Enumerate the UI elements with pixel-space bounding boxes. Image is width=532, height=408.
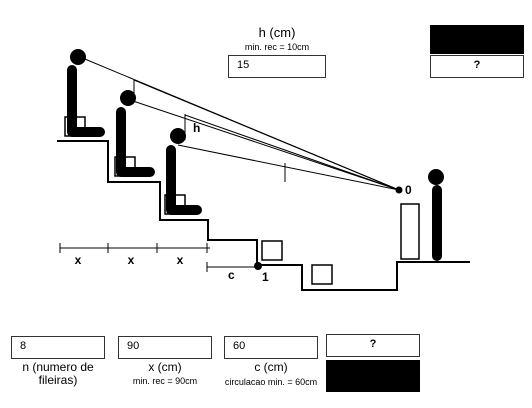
n-input[interactable]: 8 bbox=[11, 336, 105, 359]
h-label: h (cm) bbox=[258, 25, 296, 40]
c-note: circulacao min. = 60cm bbox=[224, 377, 318, 387]
stepped-floor bbox=[57, 140, 470, 291]
sight-line-mid bbox=[129, 99, 400, 191]
label-one: 1 bbox=[262, 270, 269, 284]
x-input[interactable]: 90 bbox=[118, 336, 212, 359]
label-x-1: x bbox=[75, 253, 82, 267]
focal-point-0 bbox=[395, 186, 403, 194]
c-input[interactable]: 60 bbox=[224, 336, 318, 359]
label-zero: 0 bbox=[405, 183, 412, 197]
label-h: h bbox=[193, 121, 200, 135]
c-label: c (cm) bbox=[254, 360, 288, 374]
seated-person-2 bbox=[116, 90, 155, 177]
bottom-result-box: ? bbox=[326, 334, 420, 357]
seat-box-5 bbox=[311, 264, 333, 285]
x-label: x (cm) bbox=[148, 360, 182, 374]
top-result-black-box bbox=[430, 25, 524, 54]
label-x-3: x bbox=[177, 253, 184, 267]
label-x-2: x bbox=[128, 253, 135, 267]
top-result-box: ? bbox=[430, 55, 524, 78]
stage-screen bbox=[400, 203, 420, 260]
h-input[interactable]: 15 bbox=[228, 55, 326, 78]
n-label: n (numero de fileiras) bbox=[22, 360, 94, 387]
sight-line-low bbox=[184, 114, 400, 191]
h-note: min. rec = 10cm bbox=[244, 42, 310, 52]
sight-line-upper bbox=[133, 79, 400, 191]
label-c: c bbox=[228, 268, 235, 282]
x-note: min. rec = 90cm bbox=[132, 376, 198, 386]
sight-line-bottom bbox=[177, 144, 400, 191]
bottom-result-black-box bbox=[326, 360, 420, 392]
seated-person-3 bbox=[166, 128, 202, 215]
x-dimension-line bbox=[59, 243, 210, 253]
standing-person bbox=[428, 169, 444, 261]
c-dimension-line bbox=[206, 262, 258, 272]
seated-person-1 bbox=[67, 49, 105, 137]
seat-box-4 bbox=[261, 240, 283, 261]
point-1-marker bbox=[254, 262, 262, 270]
